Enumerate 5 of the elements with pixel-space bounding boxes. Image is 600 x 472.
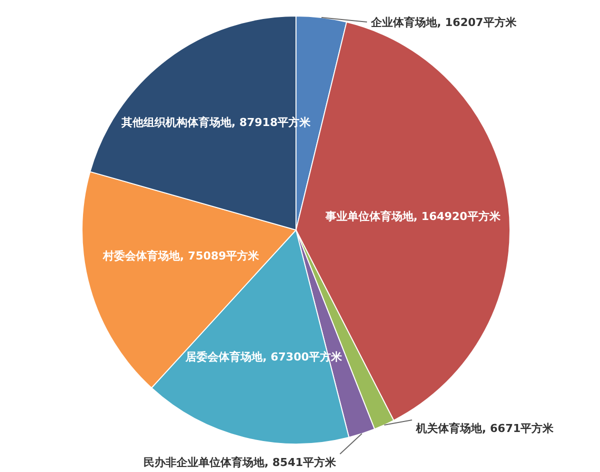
- slice-label: 机关体育场地, 6671平方米: [415, 422, 555, 435]
- slice-label: 民办非企业单位体育场地, 8541平方米: [143, 456, 337, 469]
- slice-label: 企业体育场地, 16207平方米: [370, 16, 518, 29]
- slice-label: 事业单位体育场地, 164920平方米: [324, 210, 502, 224]
- slice-label: 村委会体育场地, 75089平方米: [102, 249, 260, 262]
